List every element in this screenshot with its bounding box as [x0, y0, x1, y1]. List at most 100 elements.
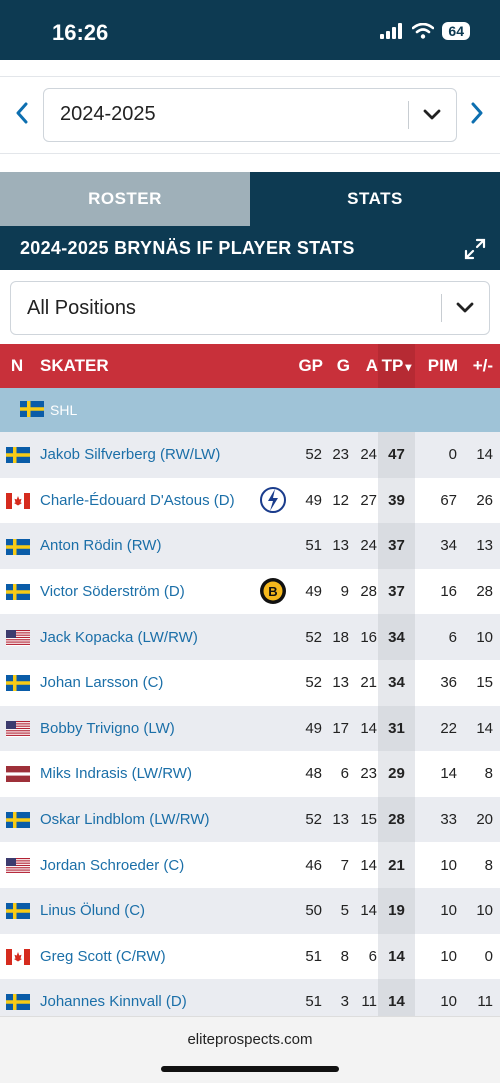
league-cell: SHL	[0, 388, 500, 432]
g-cell: 13	[323, 796, 350, 843]
tp-cell: 37	[378, 523, 415, 569]
chevron-down-icon	[423, 109, 441, 120]
a-cell: 6	[350, 933, 378, 980]
player-name-link[interactable]: Jordan Schroeder (C)	[40, 856, 185, 874]
plus-minus-cell: 13	[458, 523, 500, 569]
player-name-link[interactable]: Miks Indrasis (LW/RW)	[40, 765, 192, 783]
table-row[interactable]: Greg Scott (C/RW) 51 8 6 14 10 0	[0, 933, 500, 980]
url-label[interactable]: eliteprospects.com	[187, 1031, 313, 1048]
plus-minus-cell: 0	[458, 933, 500, 980]
player-name-link[interactable]: Oskar Lindblom (LW/RW)	[40, 811, 210, 829]
pim-cell: 34	[415, 523, 458, 569]
column-header-gp[interactable]: GP	[287, 344, 323, 388]
table-row[interactable]: Jakob Silfverberg (RW/LW) 52 23 24 47 0 14	[0, 432, 500, 478]
gp-cell: 52	[287, 614, 323, 660]
skater-cell: Jakob Silfverberg (RW/LW)	[34, 432, 287, 478]
gp-cell: 52	[287, 796, 323, 843]
column-header-skater[interactable]: SKATER	[34, 344, 287, 388]
table-row[interactable]: Linus Ölund (C) 50 5 14 19 10 10	[0, 887, 500, 934]
sweden-flag-icon	[6, 538, 30, 555]
player-name-link[interactable]: Charle-Édouard D'Astous (D)	[40, 491, 235, 509]
player-name-link[interactable]: Greg Scott (C/RW)	[40, 947, 166, 965]
a-cell: 21	[350, 659, 378, 706]
tab-roster[interactable]: ROSTER	[0, 172, 250, 226]
table-body: SHL Jakob Silfverberg (RW/LW) 52 23 24 47 0 14…	[0, 388, 500, 1025]
column-header-a[interactable]: A	[350, 344, 378, 388]
g-cell: 8	[323, 933, 350, 980]
tp-cell: 21	[378, 842, 415, 888]
column-header-plus-minus[interactable]: +/-	[458, 344, 500, 388]
pim-cell: 16	[415, 568, 458, 615]
sweden-flag-icon	[6, 994, 30, 1011]
player-name-link[interactable]: Jack Kopacka (LW/RW)	[40, 628, 198, 646]
table-row[interactable]: Anton Rödin (RW) 51 13 24 37 34 13	[0, 523, 500, 569]
player-name-link[interactable]: Jakob Silfverberg (RW/LW)	[40, 446, 221, 464]
signal-icon	[380, 23, 403, 39]
chevron-left-icon	[16, 102, 28, 124]
skater-cell: Anton Rödin (RW)	[34, 523, 287, 569]
sweden-flag-icon	[6, 903, 30, 920]
league-name[interactable]: SHL	[50, 402, 78, 418]
plus-minus-cell: 28	[458, 568, 500, 615]
season-bar: 2024-2025	[0, 76, 500, 154]
pim-cell: 10	[415, 933, 458, 980]
g-cell: 9	[323, 568, 350, 615]
table-row[interactable]: Charle-Édouard D'Astous (D) 49 12 27 39 67 26	[0, 477, 500, 524]
table-row[interactable]: Johan Larsson (C) 52 13 21 34 36 15	[0, 659, 500, 706]
table-row[interactable]: Jordan Schroeder (C) 46 7 14 21 10 8	[0, 842, 500, 888]
table-row[interactable]: Miks Indrasis (LW/RW) 48 6 23 29 14 8	[0, 751, 500, 797]
player-name-link[interactable]: Johan Larsson (C)	[40, 674, 164, 692]
pim-cell: 36	[415, 659, 458, 706]
gp-cell: 51	[287, 933, 323, 980]
select-divider	[408, 101, 409, 129]
g-cell: 13	[323, 523, 350, 569]
g-cell: 7	[323, 842, 350, 888]
expand-icon[interactable]	[464, 238, 486, 260]
tab-stats[interactable]: STATS	[250, 172, 500, 226]
pim-cell: 10	[415, 887, 458, 934]
column-header-n[interactable]: N	[0, 344, 34, 388]
table-row[interactable]: Jack Kopacka (LW/RW) 52 18 16 34 6 10	[0, 614, 500, 660]
gp-cell: 51	[287, 523, 323, 569]
plus-minus-cell: 14	[458, 705, 500, 752]
row-flag-cell	[0, 523, 34, 569]
row-flag-cell	[0, 751, 34, 797]
row-flag-cell	[0, 842, 34, 888]
pim-cell: 33	[415, 796, 458, 843]
sweden-flag-icon	[6, 447, 30, 464]
next-season-button[interactable]	[462, 95, 492, 135]
pim-cell: 10	[415, 842, 458, 888]
player-name-link[interactable]: Bobby Trivigno (LW)	[40, 719, 175, 737]
a-cell: 24	[350, 432, 378, 478]
previous-season-button[interactable]	[7, 95, 37, 135]
tp-cell: 34	[378, 614, 415, 660]
player-name-link[interactable]: Linus Ölund (C)	[40, 902, 146, 920]
table-row[interactable]: Bobby Trivigno (LW) 49 17 14 31 22 14	[0, 705, 500, 752]
skater-cell: Linus Ölund (C)	[34, 887, 287, 934]
home-indicator[interactable]	[161, 1066, 339, 1072]
position-filter-select[interactable]: All Positions	[10, 281, 490, 335]
plus-minus-cell: 10	[458, 887, 500, 934]
season-select[interactable]: 2024-2025	[43, 88, 457, 142]
column-header-g[interactable]: G	[323, 344, 350, 388]
player-name-link[interactable]: Anton Rödin (RW)	[40, 537, 162, 555]
plus-minus-cell: 8	[458, 842, 500, 888]
tp-cell: 31	[378, 705, 415, 752]
player-name-link[interactable]: Victor Söderström (D)	[40, 583, 185, 601]
g-cell: 17	[323, 705, 350, 752]
player-name-link[interactable]: Johannes Kinnvall (D)	[40, 993, 187, 1011]
a-cell: 14	[350, 887, 378, 934]
table-row[interactable]: Oskar Lindblom (LW/RW) 52 13 15 28 33 20	[0, 796, 500, 843]
table-row[interactable]: Victor Söderström (D) B 49 9 28 37 16 28	[0, 568, 500, 615]
column-header-tp[interactable]: TP ▾	[378, 344, 415, 388]
sweden-flag-icon	[6, 675, 30, 692]
pim-cell: 0	[415, 432, 458, 478]
skater-cell: Greg Scott (C/RW)	[34, 933, 287, 980]
g-cell: 5	[323, 887, 350, 934]
status-time: 16:26	[52, 20, 109, 45]
skater-cell: Charle-Édouard D'Astous (D)	[34, 477, 287, 524]
season-value: 2024-2025	[60, 103, 156, 125]
sweden-flag-icon	[6, 812, 30, 829]
column-header-pim[interactable]: PIM	[415, 344, 458, 388]
g-cell: 18	[323, 614, 350, 660]
